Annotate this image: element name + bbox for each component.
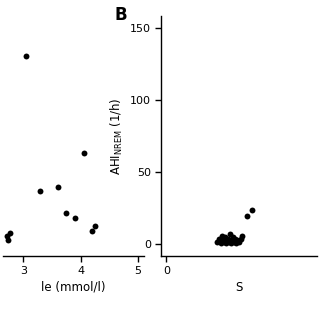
Point <box>38 188 43 194</box>
Point <box>5 233 10 238</box>
Point <box>230 235 235 240</box>
Point <box>225 236 230 241</box>
Point <box>228 240 233 245</box>
Point <box>223 240 228 245</box>
Point <box>92 223 98 228</box>
Point <box>222 235 227 240</box>
Point <box>224 237 229 243</box>
X-axis label: S: S <box>236 281 243 293</box>
Point <box>238 236 243 241</box>
Point <box>244 213 249 218</box>
Point <box>220 237 225 243</box>
Point <box>55 184 60 189</box>
Point <box>221 239 226 244</box>
Point <box>218 240 223 245</box>
X-axis label: le (mmol/l): le (mmol/l) <box>41 281 106 293</box>
Point <box>234 237 239 243</box>
Point <box>216 236 221 241</box>
Point <box>6 237 11 243</box>
Point <box>249 207 254 212</box>
Point <box>239 233 244 238</box>
Point <box>233 240 238 245</box>
Point <box>219 233 224 238</box>
Point <box>24 54 29 59</box>
Text: B: B <box>115 6 127 24</box>
Point <box>232 236 237 241</box>
Point <box>227 232 232 237</box>
Point <box>236 239 241 244</box>
Point <box>214 239 219 244</box>
Point <box>231 239 236 244</box>
Point <box>64 210 69 215</box>
Point <box>90 229 95 234</box>
Point <box>81 151 86 156</box>
Point <box>226 239 231 244</box>
Point <box>7 230 12 236</box>
Point <box>229 237 234 243</box>
Y-axis label: AHI$_{\mathrm{NREM}}$ (1/h): AHI$_{\mathrm{NREM}}$ (1/h) <box>108 97 124 175</box>
Point <box>72 216 77 221</box>
